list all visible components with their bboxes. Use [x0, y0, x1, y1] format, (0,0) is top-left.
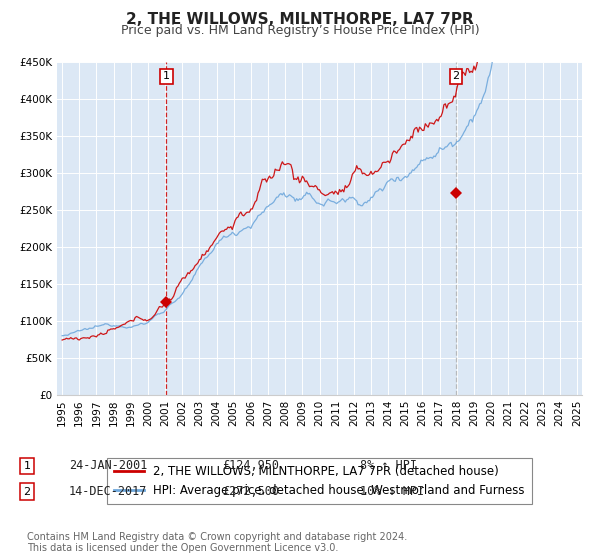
Text: 8% ↑ HPI: 8% ↑ HPI [360, 459, 417, 473]
Text: 14-DEC-2017: 14-DEC-2017 [69, 485, 148, 498]
Text: £124,950: £124,950 [222, 459, 279, 473]
Text: 2: 2 [23, 487, 31, 497]
Text: 2: 2 [452, 72, 460, 81]
Text: £272,500: £272,500 [222, 485, 279, 498]
Legend: 2, THE WILLOWS, MILNTHORPE, LA7 7PR (detached house), HPI: Average price, detach: 2, THE WILLOWS, MILNTHORPE, LA7 7PR (det… [107, 458, 532, 504]
Text: 24-JAN-2001: 24-JAN-2001 [69, 459, 148, 473]
Text: 1: 1 [23, 461, 31, 471]
Text: Price paid vs. HM Land Registry’s House Price Index (HPI): Price paid vs. HM Land Registry’s House … [121, 24, 479, 36]
Text: 10% ↓ HPI: 10% ↓ HPI [360, 485, 424, 498]
Text: 2, THE WILLOWS, MILNTHORPE, LA7 7PR: 2, THE WILLOWS, MILNTHORPE, LA7 7PR [126, 12, 474, 27]
Text: Contains HM Land Registry data © Crown copyright and database right 2024.
This d: Contains HM Land Registry data © Crown c… [27, 531, 407, 553]
Text: 1: 1 [163, 72, 170, 81]
